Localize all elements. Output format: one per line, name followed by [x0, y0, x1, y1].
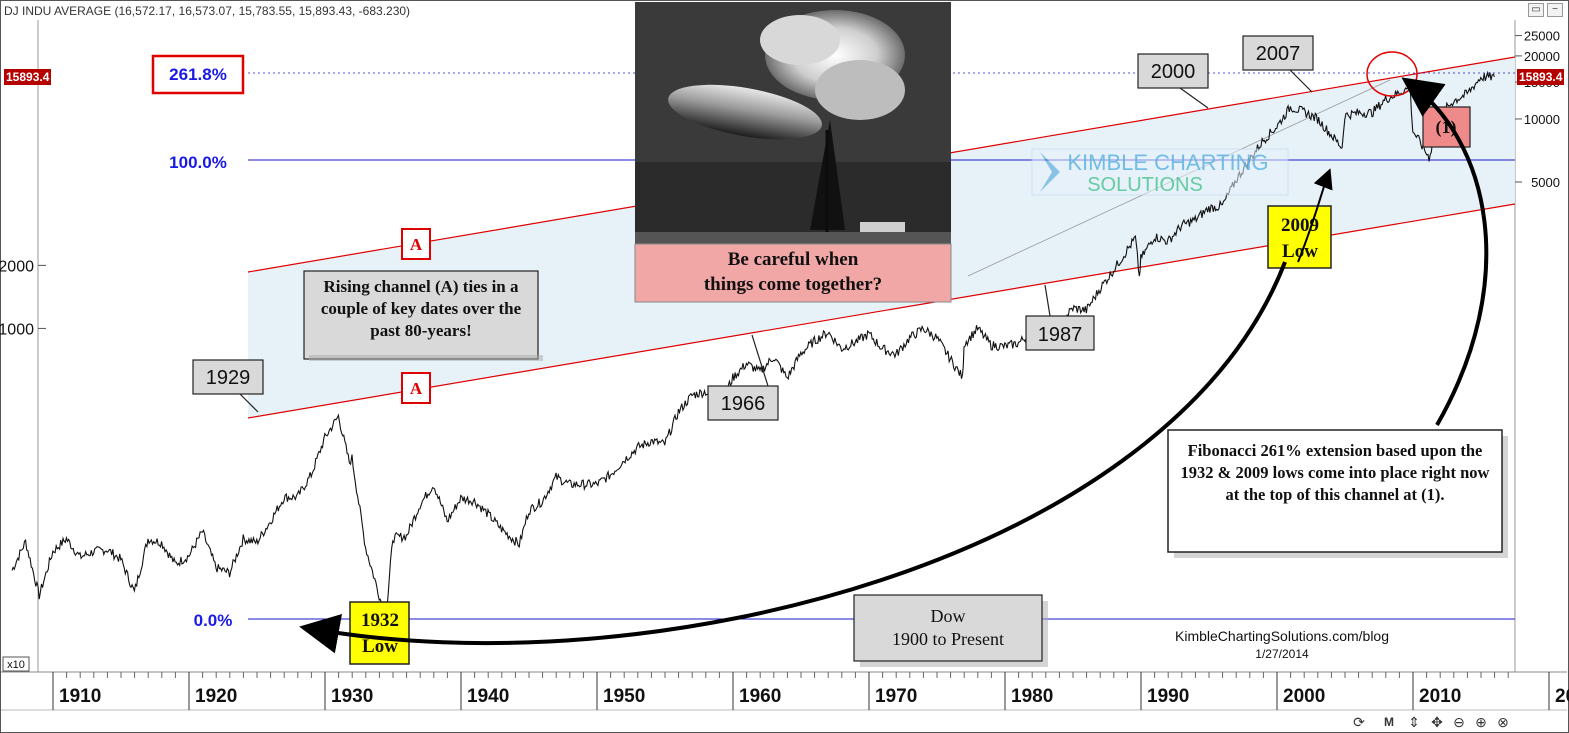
fib-0-label: 0.0% — [194, 611, 233, 630]
watermark-text-2: SOLUTIONS — [1087, 174, 1203, 196]
refresh-icon[interactable]: ⟳ — [1353, 714, 1365, 730]
channel-note-text: Rising channel (A) ties in a couple of k… — [320, 277, 522, 340]
callout-2007 — [1242, 35, 1314, 93]
right-axis-tick-label: 25000 — [1524, 29, 1560, 44]
credit-date: 1/27/2014 — [1255, 647, 1309, 661]
arrow-to-top — [1401, 77, 1489, 426]
save-icon[interactable]: ⇕ — [1408, 714, 1420, 730]
watermark-logo — [1031, 148, 1289, 196]
channel-marker-a-top: A — [410, 235, 423, 254]
right-axis-tick-label: 10000 — [1524, 112, 1560, 127]
arrow-to-2009-low — [1297, 168, 1333, 263]
x10-box — [2, 656, 30, 672]
maximize-button[interactable]: ▭ — [1528, 3, 1544, 17]
callout-2000-label: 2000 — [1151, 61, 1196, 83]
channel-marker-a-bottom-box — [401, 372, 431, 404]
x-axis-tick-label: 1950 — [603, 686, 645, 707]
callout-2000 — [1137, 53, 1209, 109]
x-axis-tick-label: 2020 — [1555, 686, 1569, 707]
x-axis-tick-label: 1960 — [739, 686, 781, 707]
bottom-toolbar: ⟳ M ⇕ ✥ ⊖ ⊕ ⊗ — [1350, 713, 1565, 731]
callout-2007-label: 2007 — [1256, 43, 1301, 65]
symbol-header: DJ INDU AVERAGE (16,572.17, 16,573.07, 1… — [4, 4, 411, 18]
x-axis-tick-label: 1980 — [1011, 686, 1053, 707]
caption-line-2: things come together? — [704, 274, 882, 295]
callout-1987 — [1025, 284, 1095, 351]
last-price-tag-left: 15893.4 — [4, 69, 52, 85]
close-icon[interactable]: ⊗ — [1497, 714, 1509, 730]
right-axis-tick-label: 20000 — [1524, 49, 1560, 64]
credit-url: KimbleChartingSolutions.com/blog — [1175, 628, 1389, 644]
right-axis-ticks: 250002000015000100005000 — [1515, 29, 1560, 190]
x-axis-tick-label: 1970 — [875, 686, 917, 707]
dow-box-line-2: 1900 to Present — [892, 629, 1004, 649]
zoom-in-icon[interactable]: ⊕ — [1475, 714, 1487, 730]
zoom-out-icon[interactable]: ⊖ — [1453, 714, 1465, 730]
last-price-tag-right: 15893.4 — [1517, 69, 1565, 85]
low-2009-label: Low — [1282, 241, 1318, 262]
top-circle — [1366, 51, 1418, 97]
callout-1987-label: 1987 — [1038, 324, 1083, 346]
fib-261-label: 261.8% — [169, 65, 227, 84]
low-1932-label: Low — [362, 636, 398, 657]
watermark-text-1: KIMBLE CHARTING — [1067, 150, 1268, 175]
channel-marker-a-bottom: A — [410, 379, 423, 398]
caption-box — [634, 243, 952, 303]
right-axis-tick-label: 5000 — [1531, 175, 1560, 190]
x-axis-tick-label: 1910 — [59, 686, 101, 707]
x-axis-tick-label: 2000 — [1283, 686, 1325, 707]
left-axis-ticks: 2000 1000 — [0, 258, 46, 338]
x-axis-tick-label: 2010 — [1419, 686, 1461, 707]
channel-marker-a-top-box — [401, 228, 431, 260]
x-axis-tick-label: 1940 — [467, 686, 509, 707]
marker-1-label: (1) — [1436, 117, 1457, 138]
minimize-button[interactable]: − — [1547, 3, 1563, 17]
x-axis-ticks: 1910 1920 1930 1940 1950 1960 1970 1980 1990 2000… — [52, 672, 1569, 710]
left-axis-tick-label: 2000 — [0, 258, 34, 275]
callout-1929 — [192, 359, 264, 413]
x-axis-tick-label: 1930 — [331, 686, 373, 707]
low-1932-box — [349, 601, 410, 665]
caption-line-1: Be careful when — [728, 249, 859, 270]
fib-100-label: 100.0% — [169, 153, 227, 172]
x10-label: x10 — [7, 659, 25, 671]
hindenburg-photo — [635, 2, 951, 244]
callout-1929-label: 1929 — [206, 367, 251, 389]
fib-note-text: Fibonacci 261% extension based upon the … — [1180, 441, 1490, 504]
callout-1966 — [707, 334, 779, 421]
period-button[interactable]: M — [1384, 715, 1394, 729]
left-axis-tick-label: 1000 — [0, 321, 34, 338]
low-1932-year: 1932 — [361, 610, 399, 631]
channel-note-box — [303, 270, 539, 360]
fib-261-label-box — [151, 54, 245, 95]
callout-1966-label: 1966 — [721, 393, 766, 415]
arrow-to-1932-low — [299, 261, 1287, 654]
x-axis-tick-label: 1920 — [195, 686, 237, 707]
dow-box-line-1: Dow — [931, 606, 966, 626]
move-icon[interactable]: ✥ — [1431, 714, 1443, 730]
fib-note-box — [1167, 429, 1503, 553]
dow-box — [853, 594, 1043, 662]
x-axis-tick-label: 1990 — [1147, 686, 1189, 707]
